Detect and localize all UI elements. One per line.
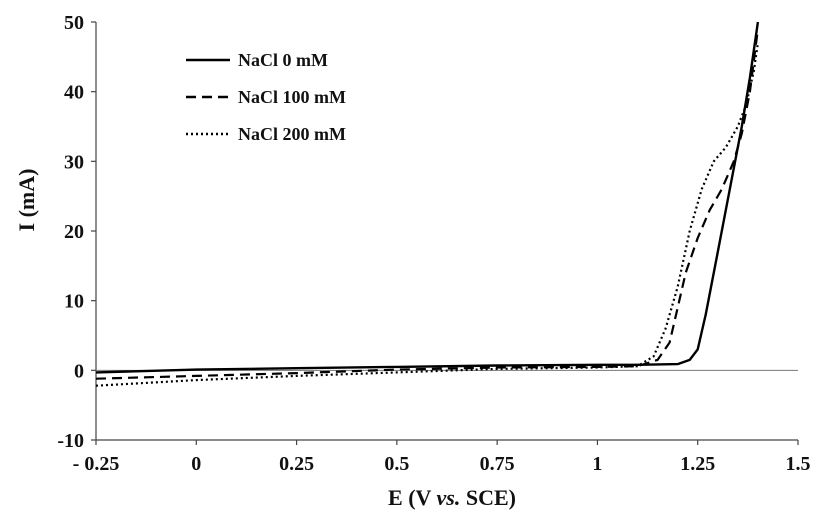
x-tick-label: 0.75	[480, 453, 515, 475]
x-tick-label: 1	[592, 453, 602, 475]
series-line-0	[95, 21, 760, 374]
y-tick-label: 0	[74, 360, 84, 382]
axes: -10 0 10 20 30 40 50 - 0.25 0 0.25 0.5 0.75 1 1.25 1.5	[57, 12, 810, 475]
x-tick-label: 1.5	[786, 453, 811, 475]
x-tick-label: 0.5	[384, 453, 409, 475]
y-axis-title: I (mA)	[14, 169, 39, 232]
y-tick-label: 10	[64, 291, 84, 313]
legend-label-1: NaCl 100 mM	[238, 87, 346, 107]
legend-label-0: NaCl 0 mM	[238, 50, 328, 70]
x-tick-label: 0.25	[279, 453, 314, 475]
x-axis-title-part: E (V	[388, 485, 437, 510]
x-axis-title-part: vs.	[437, 485, 461, 510]
x-axis-title: E (V vs. SCE)	[388, 485, 516, 510]
y-tick-label: 30	[64, 151, 84, 173]
x-tick-label: - 0.25	[73, 453, 120, 475]
x-axis-title-part: SCE)	[460, 485, 516, 510]
x-tick-label: 1.25	[680, 453, 715, 475]
series-line-1	[95, 28, 759, 380]
x-tick-label: 0	[191, 453, 201, 475]
y-tick-label: -10	[57, 430, 84, 452]
legend: NaCl 0 mM NaCl 100 mM NaCl 200 mM	[186, 50, 346, 144]
y-tick-label: 40	[64, 82, 84, 104]
y-tick-label: 50	[64, 12, 84, 34]
legend-label-2: NaCl 200 mM	[238, 124, 346, 144]
series-layer	[95, 21, 760, 387]
series-line-2	[95, 42, 759, 387]
y-tick-label: 20	[64, 221, 84, 243]
